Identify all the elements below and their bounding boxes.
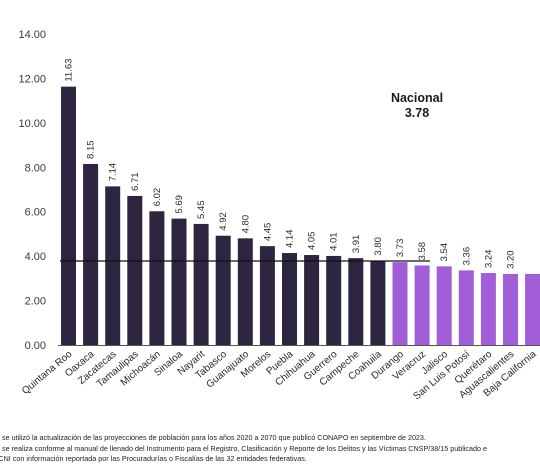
national-value: 3.78: [405, 106, 429, 120]
bar: [193, 223, 209, 345]
footnote-2: o se realiza conforme al manual de llena…: [0, 443, 487, 453]
bars: [61, 86, 540, 345]
bar: [149, 211, 165, 345]
value-label: 4.45: [262, 223, 273, 242]
value-label: 8.15: [86, 140, 97, 159]
y-tick-label: 2.00: [25, 296, 46, 308]
bar: [171, 218, 187, 345]
bar: [237, 238, 253, 345]
bar: [83, 163, 99, 345]
bar: [503, 273, 518, 345]
value-label: 5.45: [196, 200, 207, 219]
value-label: 6.02: [152, 188, 163, 207]
bar: [127, 195, 143, 345]
value-label: 6.71: [130, 172, 141, 191]
bar: [414, 265, 430, 345]
bar: [61, 86, 76, 345]
value-label: 4.14: [285, 230, 296, 249]
value-label: 4.92: [218, 212, 229, 231]
value-label: 5.69: [174, 195, 185, 214]
value-label: 3.80: [373, 237, 384, 256]
footnote-1: o se utilizó la actualización de las pro…: [0, 433, 426, 442]
value-label: 3.58: [417, 242, 428, 261]
bar: [282, 253, 297, 345]
value-label: 7.14: [108, 163, 119, 182]
value-label: 3.73: [395, 239, 406, 258]
value-label: 3.36: [461, 247, 472, 266]
bar: [525, 273, 540, 345]
value-label: 3.91: [351, 235, 362, 254]
y-tick-label: 14.00: [18, 29, 46, 41]
value-label: 3.24: [483, 250, 494, 269]
national-label: Nacional: [391, 91, 443, 105]
y-tick-label: 0.00: [25, 340, 46, 352]
value-label: 3.54: [439, 243, 450, 262]
value-label: 4.05: [307, 232, 318, 251]
y-axis: 0.00 2.00 4.00 6.00 8.00 10.00 12.00 14.00: [18, 29, 540, 352]
value-labels: 11.63 8.15 7.14 6.71 6.02 5.69 5.45 4.92 4.80 4.4…: [64, 59, 517, 269]
y-tick-label: 4.00: [25, 251, 46, 263]
y-tick-label: 8.00: [25, 162, 46, 174]
y-tick-label: 6.00: [25, 207, 46, 219]
y-tick-label: 10.00: [18, 118, 46, 130]
bar: [392, 262, 408, 345]
value-label: 4.01: [329, 232, 340, 251]
footnotes: o se utilizó la actualización de las pro…: [0, 433, 540, 465]
y-tick-label: 12.00: [18, 73, 46, 85]
footnote-3: -CNI con información reportada por las P…: [0, 454, 307, 463]
bar-chart: 0.00 2.00 4.00 6.00 8.00 10.00 12.00 14.00 11.6…: [18, 29, 540, 403]
bar: [326, 255, 342, 345]
bar: [458, 270, 474, 345]
bar: [436, 266, 452, 345]
bar: [105, 186, 121, 345]
bar: [480, 273, 496, 345]
bar: [370, 260, 386, 345]
bar: [304, 255, 320, 345]
bar: [259, 246, 275, 345]
value-label: 3.20: [506, 250, 517, 269]
bar: [215, 235, 231, 345]
category-labels: Quintana RooOaxacaZacatecasTamaulipasMic…: [20, 349, 539, 403]
value-label: 4.80: [240, 215, 251, 233]
bar: [348, 258, 364, 345]
value-label: 11.63: [64, 59, 75, 82]
